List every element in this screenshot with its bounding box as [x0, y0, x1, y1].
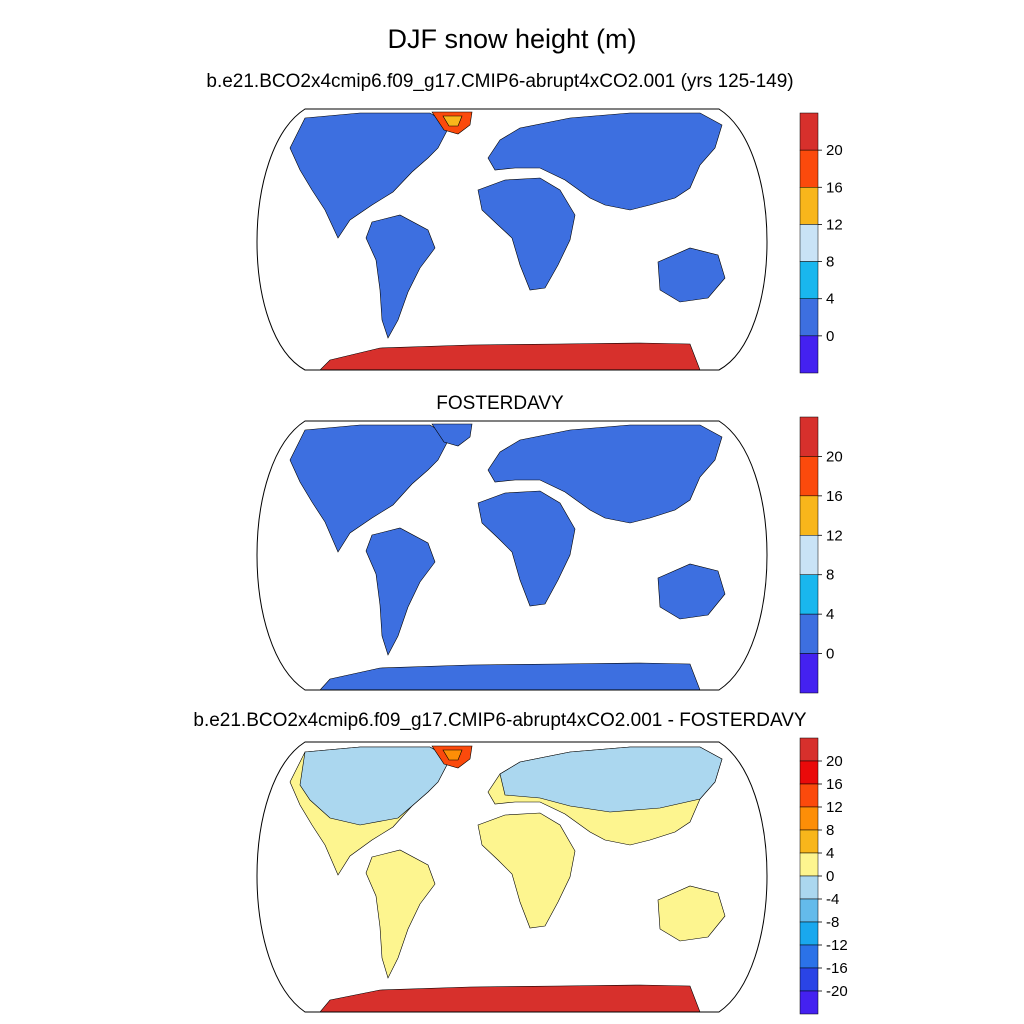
colorbar-swatch: [799, 653, 819, 694]
panel-2-title: FOSTERDAVY: [436, 393, 564, 414]
colorbar-swatch: [799, 187, 819, 225]
greenland-core: [442, 749, 463, 761]
australia: [657, 247, 726, 303]
australia: [657, 563, 726, 620]
africa: [477, 490, 576, 607]
panel-1-title: b.e21.BCO2x4cmip6.f09_g17.CMIP6-abrupt4x…: [206, 71, 793, 92]
colorbar-label: 0: [826, 646, 834, 663]
colorbar-swatch: [799, 535, 819, 575]
antarctica: [319, 662, 701, 690]
colorbar-label: 20: [826, 448, 843, 465]
africa: [477, 177, 576, 291]
map-panel-3: [289, 745, 726, 1012]
south-america: [365, 527, 436, 656]
eurasia: [487, 112, 723, 211]
australia: [657, 885, 726, 942]
panel-3: b.e21.BCO2x4cmip6.f09_g17.CMIP6-abrupt4x…: [193, 710, 848, 1015]
colorbar-label: 0: [826, 328, 834, 345]
colorbar-swatch: [799, 613, 819, 654]
panel-1: b.e21.BCO2x4cmip6.f09_g17.CMIP6-abrupt4x…: [206, 71, 843, 374]
north-america: [289, 112, 451, 239]
colorbar-label: 8: [826, 567, 834, 584]
colorbar-swatch: [799, 829, 819, 854]
antarctica: [319, 342, 701, 370]
colorbar-swatch: [799, 760, 819, 785]
antarctica: [319, 984, 701, 1012]
north-america: [289, 424, 451, 553]
colorbar-swatch: [799, 921, 819, 946]
colorbar-label: 16: [826, 179, 843, 196]
colorbar-label: -4: [826, 891, 839, 908]
colorbar-swatch: [799, 224, 819, 262]
colorbar-swatch: [799, 990, 819, 1015]
south-america: [365, 849, 436, 979]
colorbar-swatch: [799, 806, 819, 831]
colorbar-label: 8: [826, 254, 834, 271]
greenland: [431, 423, 473, 447]
colorbar-label: 12: [826, 799, 843, 816]
colorbar-swatch: [799, 852, 819, 877]
north-america-snow-decrease: [299, 746, 451, 826]
colorbar-swatch: [799, 112, 819, 151]
colorbar-swatch: [799, 149, 819, 188]
panel-2: FOSTERDAVY 20 16 12 8 4 0: [256, 393, 843, 694]
colorbar-swatch: [799, 456, 819, 497]
colorbar-swatch: [799, 783, 819, 808]
colorbar-swatch: [799, 574, 819, 615]
colorbar-swatch: [799, 875, 819, 900]
colorbar-label: 20: [826, 753, 843, 770]
colorbar-label: 12: [826, 216, 843, 233]
colorbar-2: 20 16 12 8 4 0: [799, 416, 843, 694]
panel-3-title: b.e21.BCO2x4cmip6.f09_g17.CMIP6-abrupt4x…: [193, 710, 807, 731]
colorbar-swatch: [799, 967, 819, 992]
map-outline: [256, 108, 768, 371]
colorbar-label: 0: [826, 868, 834, 885]
colorbar-swatch: [799, 495, 819, 536]
colorbar-label: 4: [826, 606, 834, 623]
figure-title: DJF snow height (m): [387, 24, 636, 54]
africa: [477, 812, 576, 929]
south-america: [365, 214, 436, 339]
colorbar-swatch: [799, 898, 819, 923]
colorbar-swatch: [799, 335, 819, 374]
colorbar-label: 8: [826, 822, 834, 839]
colorbar-label: -20: [826, 983, 848, 1000]
eurasia-snow-decrease: [499, 746, 723, 813]
colorbar-label: 16: [826, 776, 843, 793]
map-panel-1: [289, 111, 726, 370]
colorbar-label: 4: [826, 845, 834, 862]
colorbar-swatch: [799, 298, 819, 337]
colorbar-swatch: [799, 416, 819, 457]
eurasia: [487, 424, 723, 524]
colorbar-1: 20 16 12 8 4 0: [799, 112, 843, 374]
map-outline: [256, 741, 768, 1013]
map-outline: [256, 420, 768, 691]
colorbar-label: -8: [826, 914, 839, 931]
colorbar-label: -12: [826, 937, 848, 954]
colorbar-label: 4: [826, 291, 834, 308]
colorbar-swatch: [799, 737, 819, 762]
greenland-core: [442, 115, 463, 127]
colorbar-swatch: [799, 944, 819, 969]
colorbar-label: 20: [826, 142, 843, 159]
colorbar-3: 20 16 12 8 4 0 -4 -8 -12 -16 -20: [799, 737, 848, 1015]
map-panel-2: [289, 423, 726, 690]
colorbar-swatch: [799, 261, 819, 299]
colorbar-label: 16: [826, 488, 843, 505]
colorbar-label: 12: [826, 527, 843, 544]
colorbar-label: -16: [826, 960, 848, 977]
